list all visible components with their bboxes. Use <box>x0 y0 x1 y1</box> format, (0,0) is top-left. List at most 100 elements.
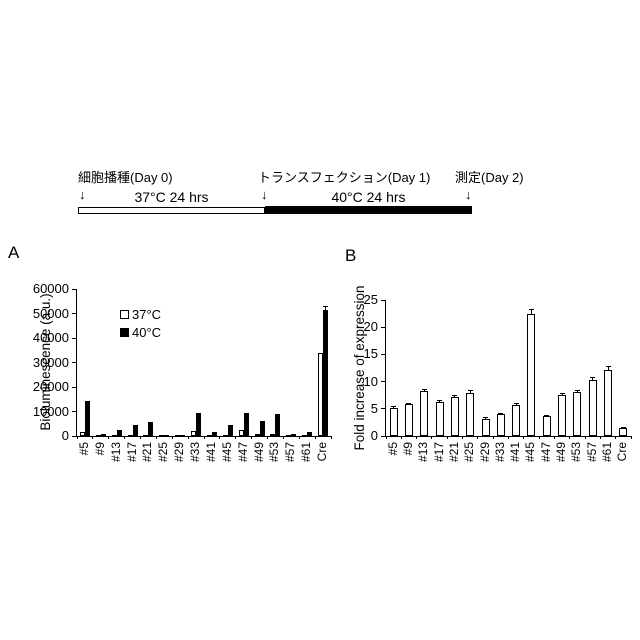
error-bar <box>485 417 487 419</box>
x-category-label: #33 <box>492 442 507 463</box>
x-axis-tick <box>108 436 110 439</box>
error-bar-cap <box>590 376 596 378</box>
x-category-label: #13 <box>416 442 431 463</box>
x-axis-tick <box>492 436 494 439</box>
error-bar-cap <box>574 389 580 391</box>
error-bar <box>561 393 563 395</box>
error-bar <box>546 415 548 417</box>
x-axis-tick <box>124 436 126 439</box>
bar-25 <box>466 393 475 436</box>
error-bar-cap <box>421 389 427 391</box>
x-category-label: #21 <box>140 442 155 463</box>
x-category-label: #49 <box>251 442 266 463</box>
x-axis-tick <box>523 436 525 439</box>
bar-29 <box>481 418 490 436</box>
y-axis-tick <box>72 411 76 412</box>
x-axis-tick <box>235 436 237 439</box>
bar-5 <box>389 407 398 436</box>
bar-45-40c <box>227 424 233 436</box>
x-axis-tick <box>92 436 94 439</box>
y-axis-tick-label: 20000 <box>32 379 69 394</box>
x-category-label: #9 <box>92 442 107 456</box>
bar-5-40c <box>84 401 90 436</box>
y-axis-tick-label: 50000 <box>32 305 69 321</box>
error-bar <box>393 406 395 408</box>
error-bar-cap <box>544 414 550 416</box>
x-axis-tick <box>477 436 479 439</box>
y-axis-tick-label: 5 <box>370 400 378 416</box>
legend-entry-37c: 37°C <box>120 308 161 321</box>
x-axis-tick <box>431 436 433 439</box>
x-axis-tick <box>282 436 284 439</box>
x-category-label: #47 <box>538 442 553 463</box>
x-axis-tick <box>203 436 205 439</box>
bar-57-37c <box>286 435 292 437</box>
x-category-label: #47 <box>235 442 250 463</box>
bar-49-37c <box>254 434 260 437</box>
x-category-label: #45 <box>523 442 538 463</box>
y-axis-tick <box>381 381 385 383</box>
x-axis-tick <box>155 436 157 439</box>
bar-9 <box>404 404 413 436</box>
y-axis-tick <box>72 313 76 314</box>
bar-47-37c <box>238 430 244 436</box>
bar-17-37c <box>127 434 133 437</box>
down-arrow-icon: ↓ <box>261 187 268 202</box>
bar-13 <box>420 391 429 436</box>
x-axis-tick <box>171 436 173 439</box>
bar-21-37c <box>143 434 149 437</box>
error-bar-cap <box>528 308 534 310</box>
y-axis-tick-label: 10 <box>363 373 378 389</box>
x-axis-tick <box>251 436 253 439</box>
x-category-label: #29 <box>477 442 492 463</box>
x-category-label: #57 <box>283 442 298 463</box>
error-bar-cap <box>498 412 504 414</box>
x-category-label: #9 <box>400 442 415 456</box>
x-axis-tick <box>140 436 141 439</box>
panel-b-label: B <box>345 246 357 265</box>
bar-17 <box>435 401 444 436</box>
error-bar-cap <box>559 392 565 394</box>
x-axis-tick <box>599 436 601 439</box>
x-category-label: #21 <box>446 442 461 463</box>
bar-53 <box>573 391 582 436</box>
y-axis-tick <box>381 435 385 437</box>
bar-49-40c <box>259 420 265 436</box>
error-bar-cap <box>513 403 519 405</box>
y-axis-tick <box>381 353 385 355</box>
error-bar-cap <box>406 402 412 404</box>
y-axis-tick-label: 30000 <box>32 354 69 370</box>
x-category-label: #45 <box>219 442 234 463</box>
x-axis-tick <box>538 436 540 439</box>
legend-label-37c: 37°C <box>132 307 162 322</box>
timeline-segment1-temp-label: 37°C 24 hrs <box>134 189 209 205</box>
x-category-label: #41 <box>203 442 218 463</box>
x-category-label: #29 <box>172 442 187 463</box>
x-category-label: #25 <box>156 442 171 463</box>
bar-45-37c <box>222 434 228 437</box>
x-axis-tick <box>584 436 586 439</box>
bar-47 <box>542 416 551 436</box>
x-category-label: #53 <box>267 442 282 463</box>
x-axis-tick <box>330 436 332 439</box>
error-bar-cap <box>391 406 397 408</box>
x-axis-tick <box>298 436 300 439</box>
x-axis-tick <box>314 436 316 439</box>
bar-21 <box>450 396 459 436</box>
x-category-label: #25 <box>462 442 477 463</box>
bar-29-40c <box>180 434 186 437</box>
x-category-label: #49 <box>554 442 569 463</box>
bar-Cre <box>619 428 628 436</box>
bar-57-40c <box>291 434 297 437</box>
panel-a-label: A <box>8 243 20 262</box>
x-category-label: #5 <box>385 442 400 456</box>
bar-13-37c <box>111 435 117 437</box>
x-category-label: #61 <box>600 442 615 463</box>
bar-25-37c <box>159 435 165 437</box>
error-bar <box>530 309 532 314</box>
y-axis-tick <box>381 408 385 410</box>
x-category-label: Cre <box>315 442 330 462</box>
bar-41 <box>512 404 521 436</box>
chart-a-legend: 37°C 40°C <box>120 308 161 339</box>
error-bar-cap <box>483 417 489 418</box>
